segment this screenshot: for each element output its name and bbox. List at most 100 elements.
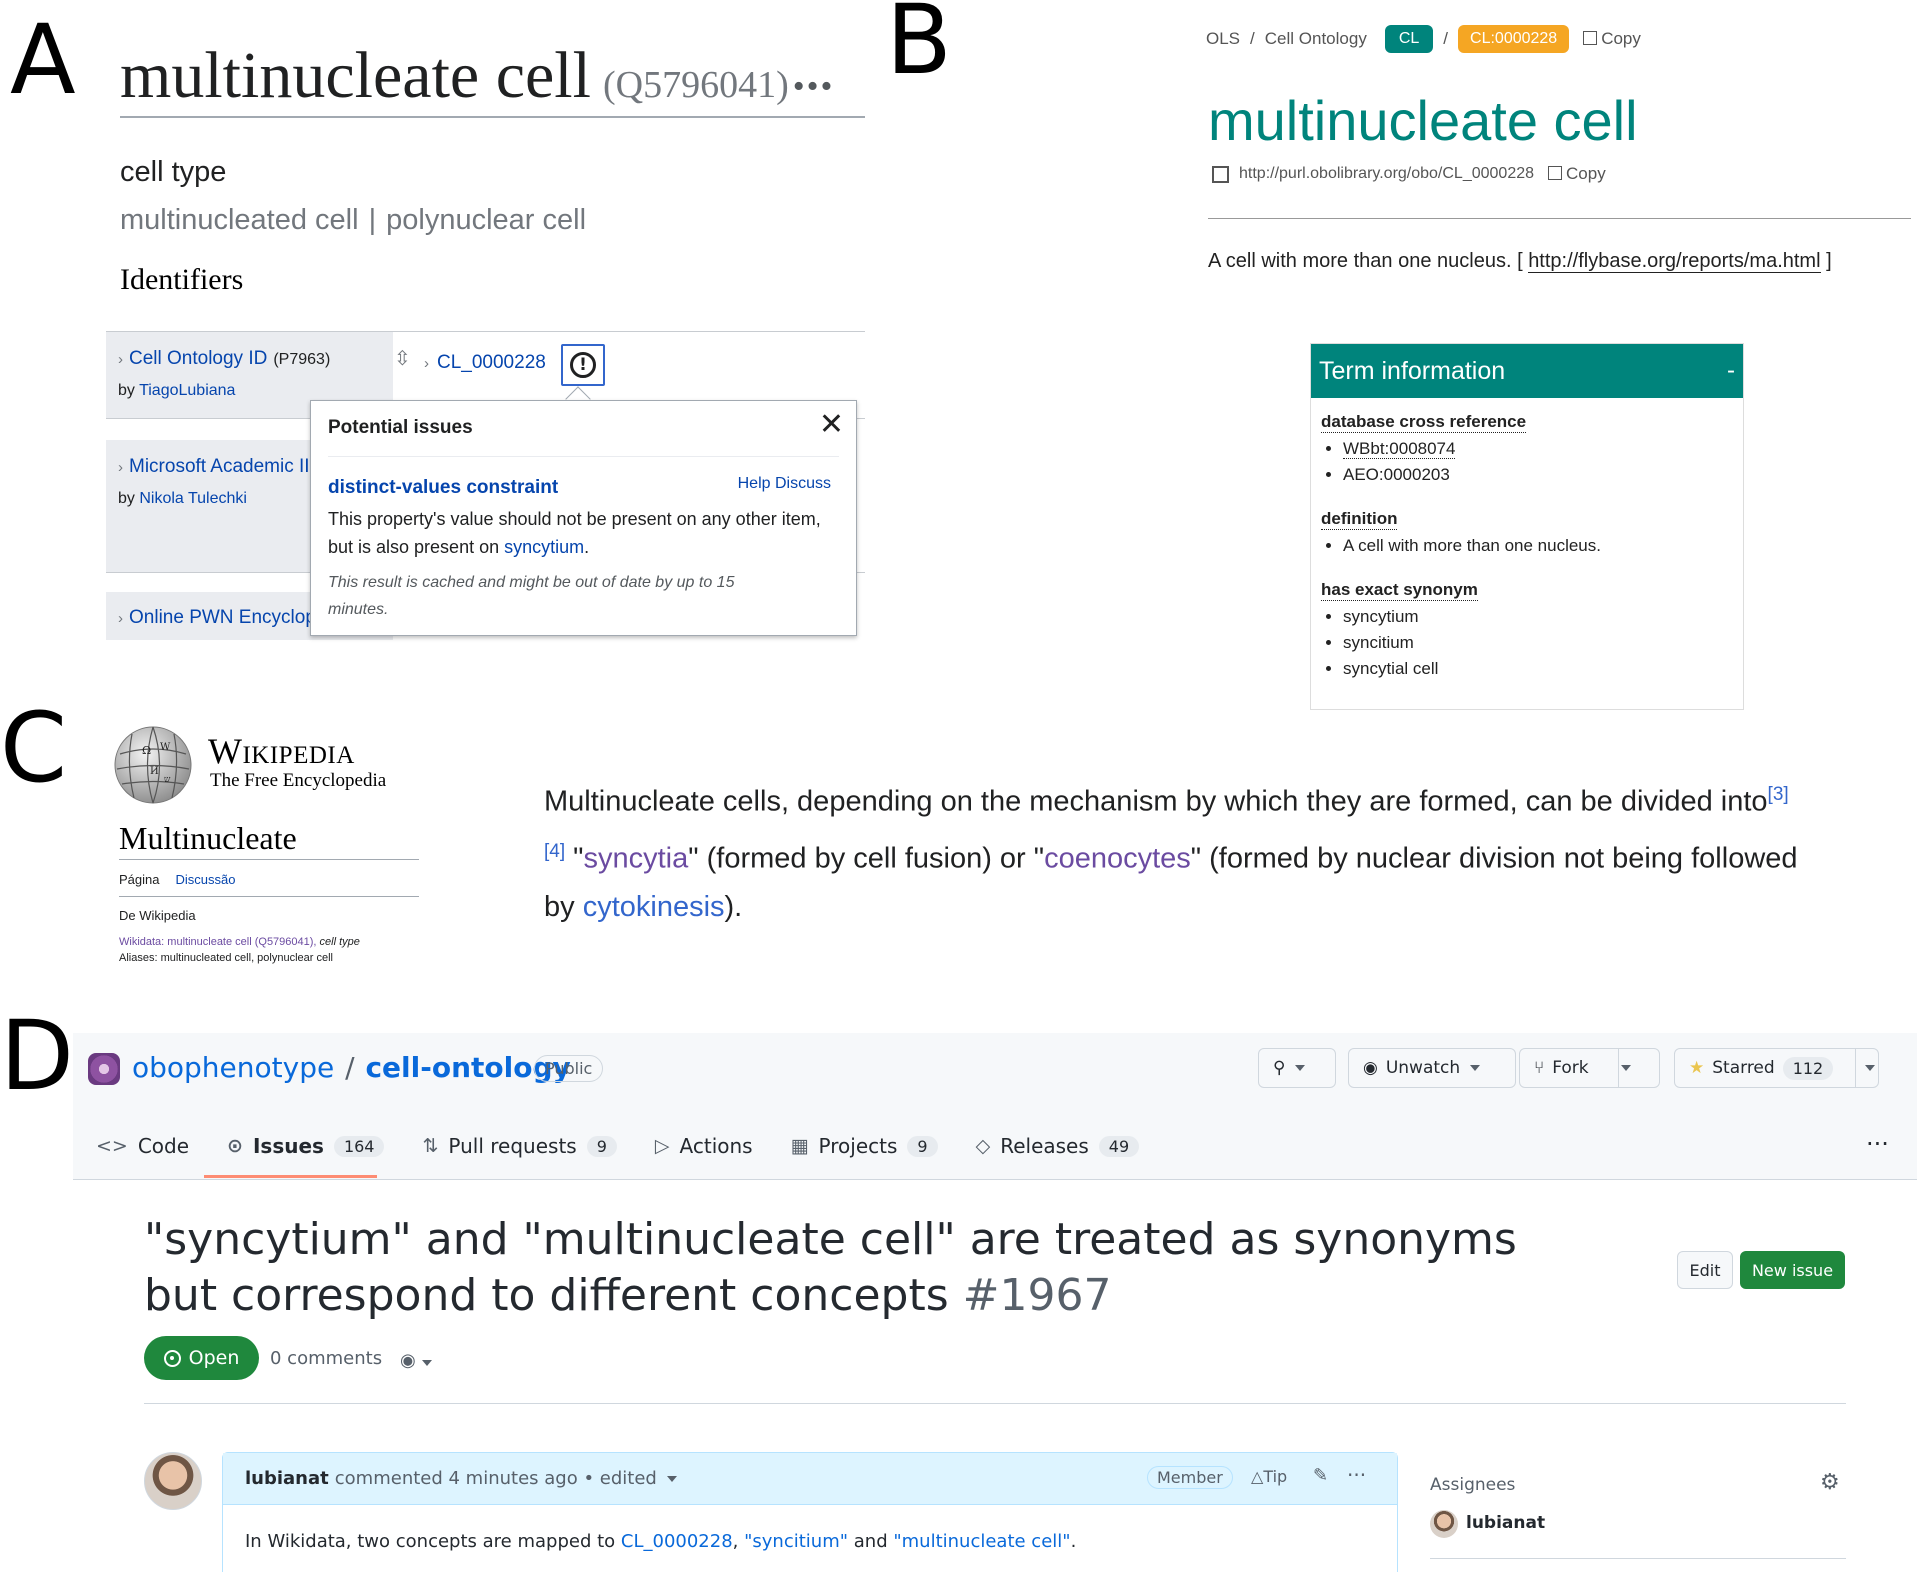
property-value-link[interactable]: › CL_0000228 [424,352,546,373]
syncytia-link[interactable]: syncytia [583,842,689,875]
wikipedia-globe-icon[interactable]: Ω W И ש [112,724,194,806]
tip-button[interactable]: △Tip [1251,1467,1288,1486]
copy-id-button[interactable]: Copy [1583,29,1641,49]
iri-link[interactable]: http://purl.obolibrary.org/obo/CL_000022… [1239,165,1535,182]
panel-label-d: D [0,1000,74,1112]
title-divider [119,859,419,860]
sidebar-divider [1430,1558,1846,1559]
assignee-avatar[interactable] [1430,1510,1458,1538]
property-link[interactable]: › Microsoft Academic II [118,456,310,477]
edit-button[interactable]: Edit [1677,1251,1733,1289]
copy-iri-button[interactable]: Copy [1548,164,1606,184]
starred-button[interactable]: ★ Starred 112 [1674,1048,1879,1088]
tab-projects[interactable]: ▦ Projects 9 [791,1126,938,1166]
term-title: multinucleate cell [1208,89,1638,152]
syncitium-link[interactable]: "syncitium" [744,1531,849,1552]
issue-icon: ⊙ [227,1135,243,1157]
member-badge: Member [1147,1466,1233,1489]
issue-number: #1967 [962,1270,1112,1321]
term-information-header[interactable]: Term information - [1311,344,1743,398]
repo-path: obophenotype / cell-ontology [132,1051,571,1084]
comment-options-icon[interactable]: ··· [1347,1463,1367,1487]
avatar[interactable] [144,1452,202,1510]
title-divider [1208,218,1911,219]
property-link[interactable]: › Cell Ontology ID (P7963) [118,348,331,369]
owner-link[interactable]: obophenotype [132,1051,335,1084]
list-item: AEO:0000203 [1343,462,1455,488]
panel-label-c: C [0,692,68,804]
discuss-link[interactable]: Discuss [774,475,831,492]
identifiers-heading: Identifiers [120,263,244,296]
help-link[interactable]: Help [737,475,771,492]
term-information-panel: Term information - database cross referen… [1310,343,1744,710]
fork-button[interactable]: ⑂ Fork [1519,1048,1660,1088]
star-icon: ★ [1689,1058,1705,1078]
rank-selector-icon[interactable]: ⇳ [394,348,411,370]
collapse-icon[interactable]: - [1727,357,1735,384]
status-badge: Open [144,1336,259,1380]
comment-author[interactable]: lubianat [245,1468,329,1489]
coenocytes-link[interactable]: coenocytes [1044,842,1191,875]
property-link[interactable]: › Online PWN Encyclop [118,607,316,628]
comment-header: lubianat commented 4 minutes ago • edited… [223,1453,1397,1505]
breadcrumb: OLS / Cell Ontology CL / CL:0000228 Copy [1206,22,1641,56]
unwatch-button[interactable]: ◉ Unwatch [1348,1048,1516,1088]
term-id-pill[interactable]: CL:0000228 [1458,25,1570,53]
user-link[interactable]: TiagoLubiana [139,382,236,399]
potential-issues-button[interactable]: ! [561,344,605,386]
more-options-icon[interactable]: ••• [792,68,835,105]
user-link[interactable]: Nikola Tulechki [139,490,247,507]
list-item[interactable]: WBbt:0008074 [1343,436,1456,462]
cytokinesis-link[interactable]: cytokinesis [582,891,725,924]
tab-pull-requests[interactable]: ⇅ Pull requests 9 [422,1126,617,1166]
from-wikipedia: De Wikipedia [119,908,196,923]
more-menu-icon[interactable]: ··· [1866,1130,1889,1158]
svg-text:ש: ש [164,775,171,785]
repo-nav: <> Code ⊙ Issues 164 ⇅ Pull requests 9 ▷ Actio… [96,1126,1177,1166]
svg-text:И: И [150,766,159,777]
wikipedia-tagline: The Free Encyclopedia [210,770,387,791]
popup-divider [328,456,839,457]
tab-page[interactable]: Página [119,872,160,887]
article-paragraph: Multinucleate cells, depending on the me… [544,784,1798,924]
cl-link[interactable]: CL_0000228 [620,1531,733,1552]
comment-meta[interactable]: commented 4 minutes ago • edited [334,1468,657,1489]
tab-releases[interactable]: ◇ Releases 49 [976,1126,1140,1166]
list-item: A cell with more than one nucleus. [1343,533,1601,559]
pin-icon: ⚲ [1273,1058,1286,1078]
definition-source-link[interactable]: http://flybase.org/reports/ma.html [1528,250,1821,273]
list-item: syncytium [1343,604,1438,630]
title-divider [120,116,865,118]
tab-code[interactable]: <> Code [96,1134,190,1158]
selected-tab-indicator [204,1175,377,1178]
tabs-divider [119,896,419,897]
pin-button[interactable]: ⚲ [1258,1048,1336,1088]
syncytium-link[interactable]: syncytium [504,537,585,557]
wikipedia-wordmark[interactable]: Wikipedia [208,731,355,771]
org-avatar[interactable] [88,1053,120,1085]
ontology-pill[interactable]: CL [1384,25,1434,53]
property-added-by: by TiagoLubiana [118,382,236,399]
constraint-link[interactable]: distinct-values constraint [328,477,559,498]
subscribe-eye-icon[interactable]: ◉ [400,1350,432,1371]
item-qid: (Q5796041) [602,64,789,106]
tab-issues[interactable]: ⊙ Issues 164 [227,1126,385,1166]
multinucleate-cell-link[interactable]: "multinucleate cell" [893,1531,1071,1552]
star-count: 112 [1782,1056,1834,1080]
external-link-icon [1212,165,1229,183]
close-icon[interactable]: ✕ [818,407,844,442]
tab-actions[interactable]: ▷ Actions [654,1134,753,1158]
tab-talk[interactable]: Discussão [175,872,236,887]
breadcrumb-cell-ontology[interactable]: Cell Ontology [1264,29,1367,48]
alias-separator: | [368,204,377,236]
wikidata-link[interactable]: Wikidata: multinucleate cell (Q5796041), [119,936,317,948]
assignee-name[interactable]: lubianat [1466,1513,1546,1533]
panel-label-a: A [10,4,76,116]
new-issue-button[interactable]: New issue [1740,1251,1845,1289]
issue-opened-icon [163,1349,181,1367]
reference-links[interactable]: [3][4] [544,784,1789,862]
pull-request-icon: ⇅ [422,1135,439,1157]
pencil-icon[interactable]: ✎ [1313,1465,1329,1486]
breadcrumb-ols[interactable]: OLS [1206,29,1241,48]
gear-icon[interactable]: ⚙ [1820,1470,1840,1495]
